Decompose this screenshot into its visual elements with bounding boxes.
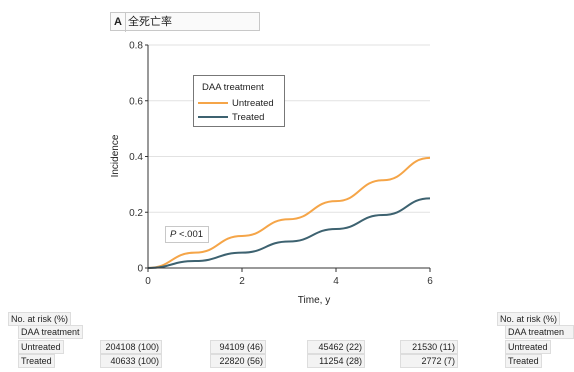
series-line-untreated [147, 156, 431, 269]
risk-row-label-untreated: Untreated [18, 340, 64, 354]
panel-title: A 全死亡率 [110, 12, 260, 32]
x-tick-label-1: 2 [239, 276, 245, 287]
y-ticks: 0 0.2 0.4 0.6 0.8 [129, 41, 148, 275]
risk-cell-treated-2: 22820 (56) [210, 354, 266, 368]
x-tick-label-3: 6 [427, 276, 433, 287]
legend-swatch-treated [198, 116, 228, 119]
x-tick-label-0: 0 [145, 276, 151, 287]
risk-cell-untreated-0: 204108 (100) [100, 340, 162, 354]
risk-table-right-header: No. at risk (%) [497, 312, 561, 326]
p-value-annotation: P <.001 [165, 226, 209, 243]
legend-title: DAA treatment [202, 82, 264, 93]
risk-cell-treated-6: 2772 (7) [400, 354, 458, 368]
risk-table-right-label-untreated: Untreated [505, 340, 551, 354]
risk-table-right-group: DAA treatmen [505, 325, 574, 339]
y-tick-label-1: 0.2 [129, 208, 143, 219]
legend-item-untreated: Untreated [198, 98, 274, 110]
risk-cell-untreated-2: 94109 (46) [210, 340, 266, 354]
risk-row-label-treated: Treated [18, 354, 55, 368]
risk-table-group: DAA treatment [18, 325, 83, 339]
p-label: P [170, 229, 177, 240]
grid-lines [148, 44, 430, 213]
risk-table-right-label-treated: Treated [505, 354, 542, 368]
legend-swatch-untreated [198, 102, 228, 105]
legend-label-untreated: Untreated [232, 98, 274, 109]
panel-letter: A [111, 13, 126, 32]
risk-cell-treated-4: 11254 (28) [307, 354, 365, 368]
series-line-treated [147, 197, 431, 269]
y-tick-label-4: 0.8 [129, 41, 143, 52]
risk-cell-untreated-4: 45462 (22) [307, 340, 365, 354]
legend-item-treated: Treated [198, 112, 264, 124]
p-value: <.001 [178, 229, 204, 240]
risk-cell-treated-0: 40633 (100) [100, 354, 162, 368]
legend-label-treated: Treated [232, 112, 265, 123]
y-tick-label-2: 0.4 [129, 152, 143, 163]
x-axis-title: Time, y [298, 295, 330, 306]
y-tick-label-0: 0 [137, 264, 143, 275]
y-axis-title: Incidence [110, 134, 121, 177]
x-ticks: 0 2 4 6 [145, 268, 433, 287]
panel-title-text: 全死亡率 [127, 16, 172, 28]
risk-cell-untreated-6: 21530 (11) [400, 340, 458, 354]
x-tick-label-2: 4 [333, 276, 339, 287]
legend: DAA treatment Untreated Treated [193, 75, 285, 127]
y-tick-label-3: 0.6 [129, 96, 143, 107]
risk-table-header: No. at risk (%) [8, 312, 72, 326]
series-layer [147, 156, 431, 269]
